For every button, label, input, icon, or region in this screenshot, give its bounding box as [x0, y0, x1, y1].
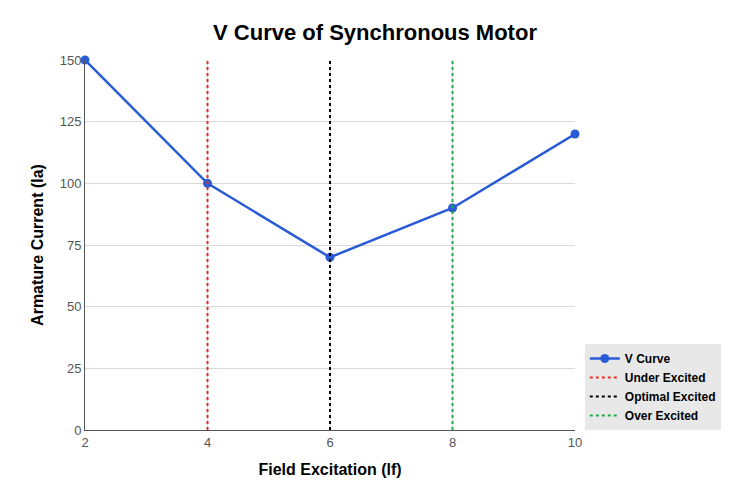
svg-text:125: 125	[60, 114, 82, 129]
svg-text:Field Excitation (lf): Field Excitation (lf)	[258, 461, 401, 478]
svg-text:V Curve of Synchronous Motor: V Curve of Synchronous Motor	[213, 20, 537, 45]
svg-text:Optimal Excited: Optimal Excited	[625, 390, 716, 404]
svg-text:100: 100	[60, 176, 82, 191]
svg-text:50: 50	[67, 299, 81, 314]
svg-text:2: 2	[81, 435, 88, 450]
svg-text:0: 0	[74, 423, 81, 438]
svg-text:Under Excited: Under Excited	[625, 371, 706, 385]
svg-text:Armature Current (la): Armature Current (la)	[29, 164, 46, 326]
svg-text:25: 25	[67, 361, 81, 376]
svg-text:150: 150	[60, 53, 82, 68]
svg-text:Over Excited: Over Excited	[625, 409, 698, 423]
svg-text:8: 8	[449, 435, 456, 450]
svg-text:6: 6	[326, 435, 333, 450]
svg-text:10: 10	[568, 435, 582, 450]
svg-text:V Curve: V Curve	[625, 352, 671, 366]
svg-text:4: 4	[204, 435, 211, 450]
svg-text:75: 75	[67, 238, 81, 253]
